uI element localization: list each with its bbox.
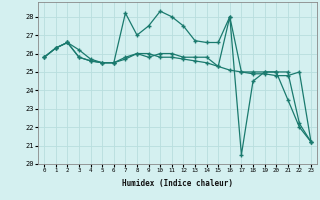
X-axis label: Humidex (Indice chaleur): Humidex (Indice chaleur) <box>122 179 233 188</box>
